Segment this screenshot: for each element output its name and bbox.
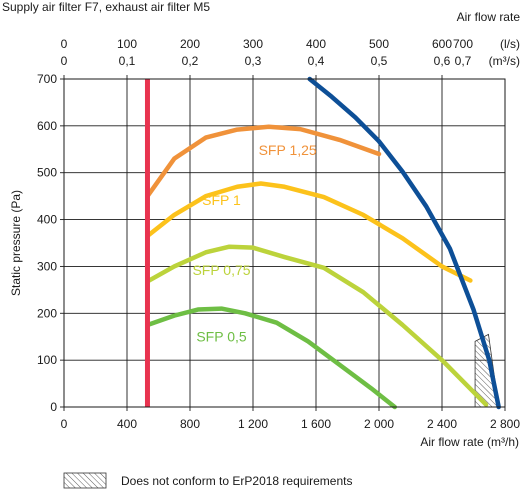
top-tick-label-m3s: 0,1: [119, 54, 136, 68]
y-axis-label: Static pressure (Pa): [9, 190, 23, 296]
top-tick-label-m3s: 0: [61, 54, 68, 68]
y-tick-label: 600: [37, 119, 57, 133]
top-tick-label-ls: 200: [180, 37, 200, 51]
plot-frame: [63, 78, 506, 408]
top-tick-label-ls: 300: [243, 37, 263, 51]
x-tick-label: 800: [180, 417, 200, 431]
series-line-sfp-1-25: [145, 124, 382, 199]
chart-title: Supply air filter F7, exhaust air filter…: [2, 0, 210, 14]
top-tick-label-ls: 400: [306, 37, 326, 51]
x-tick-label: 0: [61, 417, 68, 431]
x-tick-label: 2 800: [490, 417, 520, 431]
top-tick-label-m3s: 0,3: [245, 54, 262, 68]
max-performance-curve: [307, 76, 501, 410]
top-tick-label-m3s: 0,4: [308, 54, 325, 68]
top-axis-label: Air flow rate: [457, 10, 521, 24]
x-tick-label: 1 600: [301, 417, 331, 431]
top-axis-m3s-unit: (m³/s): [489, 54, 520, 68]
y-tick-label: 300: [37, 259, 57, 273]
x-tick-label: 1 200: [238, 417, 268, 431]
y-tick-label: 400: [37, 213, 57, 227]
y-tick-label: 700: [37, 72, 57, 86]
series-layer: SFP 1,25 SFP 1 SFP 0,75 SFP 0,5: [144, 76, 501, 410]
top-tick-label-ls: 700: [453, 37, 473, 51]
top-tick-label-ls: 0: [61, 37, 68, 51]
top-tick-label-m3s: 0,5: [371, 54, 388, 68]
top-tick-label-ls: 100: [117, 37, 137, 51]
y-tick-label: 0: [50, 400, 57, 414]
series-line-sfp-1: [145, 181, 473, 283]
top-tick-label-m3s: 0,2: [182, 54, 199, 68]
y-tick-label: 200: [37, 306, 57, 320]
x-tick-label: 400: [117, 417, 137, 431]
x-axis-label: Air flow rate (m³/h): [420, 435, 519, 449]
series-label-sfp-0-75: SFP 0,75: [192, 262, 250, 278]
y-tick-label: 100: [37, 353, 57, 367]
y-tick-label: 500: [37, 166, 57, 180]
legend-hatch-swatch: [63, 472, 107, 489]
top-tick-label-m3s: 0,6: [434, 54, 451, 68]
series-label-sfp-1: SFP 1: [202, 192, 241, 208]
top-tick-label-m3s: 0,7: [455, 54, 472, 68]
series-line-sfp-0-75: [145, 244, 489, 407]
series-label-sfp-1-25: SFP 1,25: [259, 142, 317, 158]
top-tick-label-ls: 600: [432, 37, 452, 51]
top-axis-ls-unit: (l/s): [500, 37, 520, 51]
series-line-sfp-0-5: [145, 306, 397, 410]
top-tick-label-ls: 500: [369, 37, 389, 51]
series-label-sfp-0-5: SFP 0,5: [196, 329, 247, 345]
x-tick-label: 2 400: [427, 417, 457, 431]
legend-label: Does not conform to ErP2018 requirements: [121, 474, 352, 488]
x-tick-label: 2 000: [364, 417, 394, 431]
axis-ticks: 0 400 800 1 200 1 600 2 000 2 400 2 800 0 100 200 3…: [37, 37, 520, 431]
